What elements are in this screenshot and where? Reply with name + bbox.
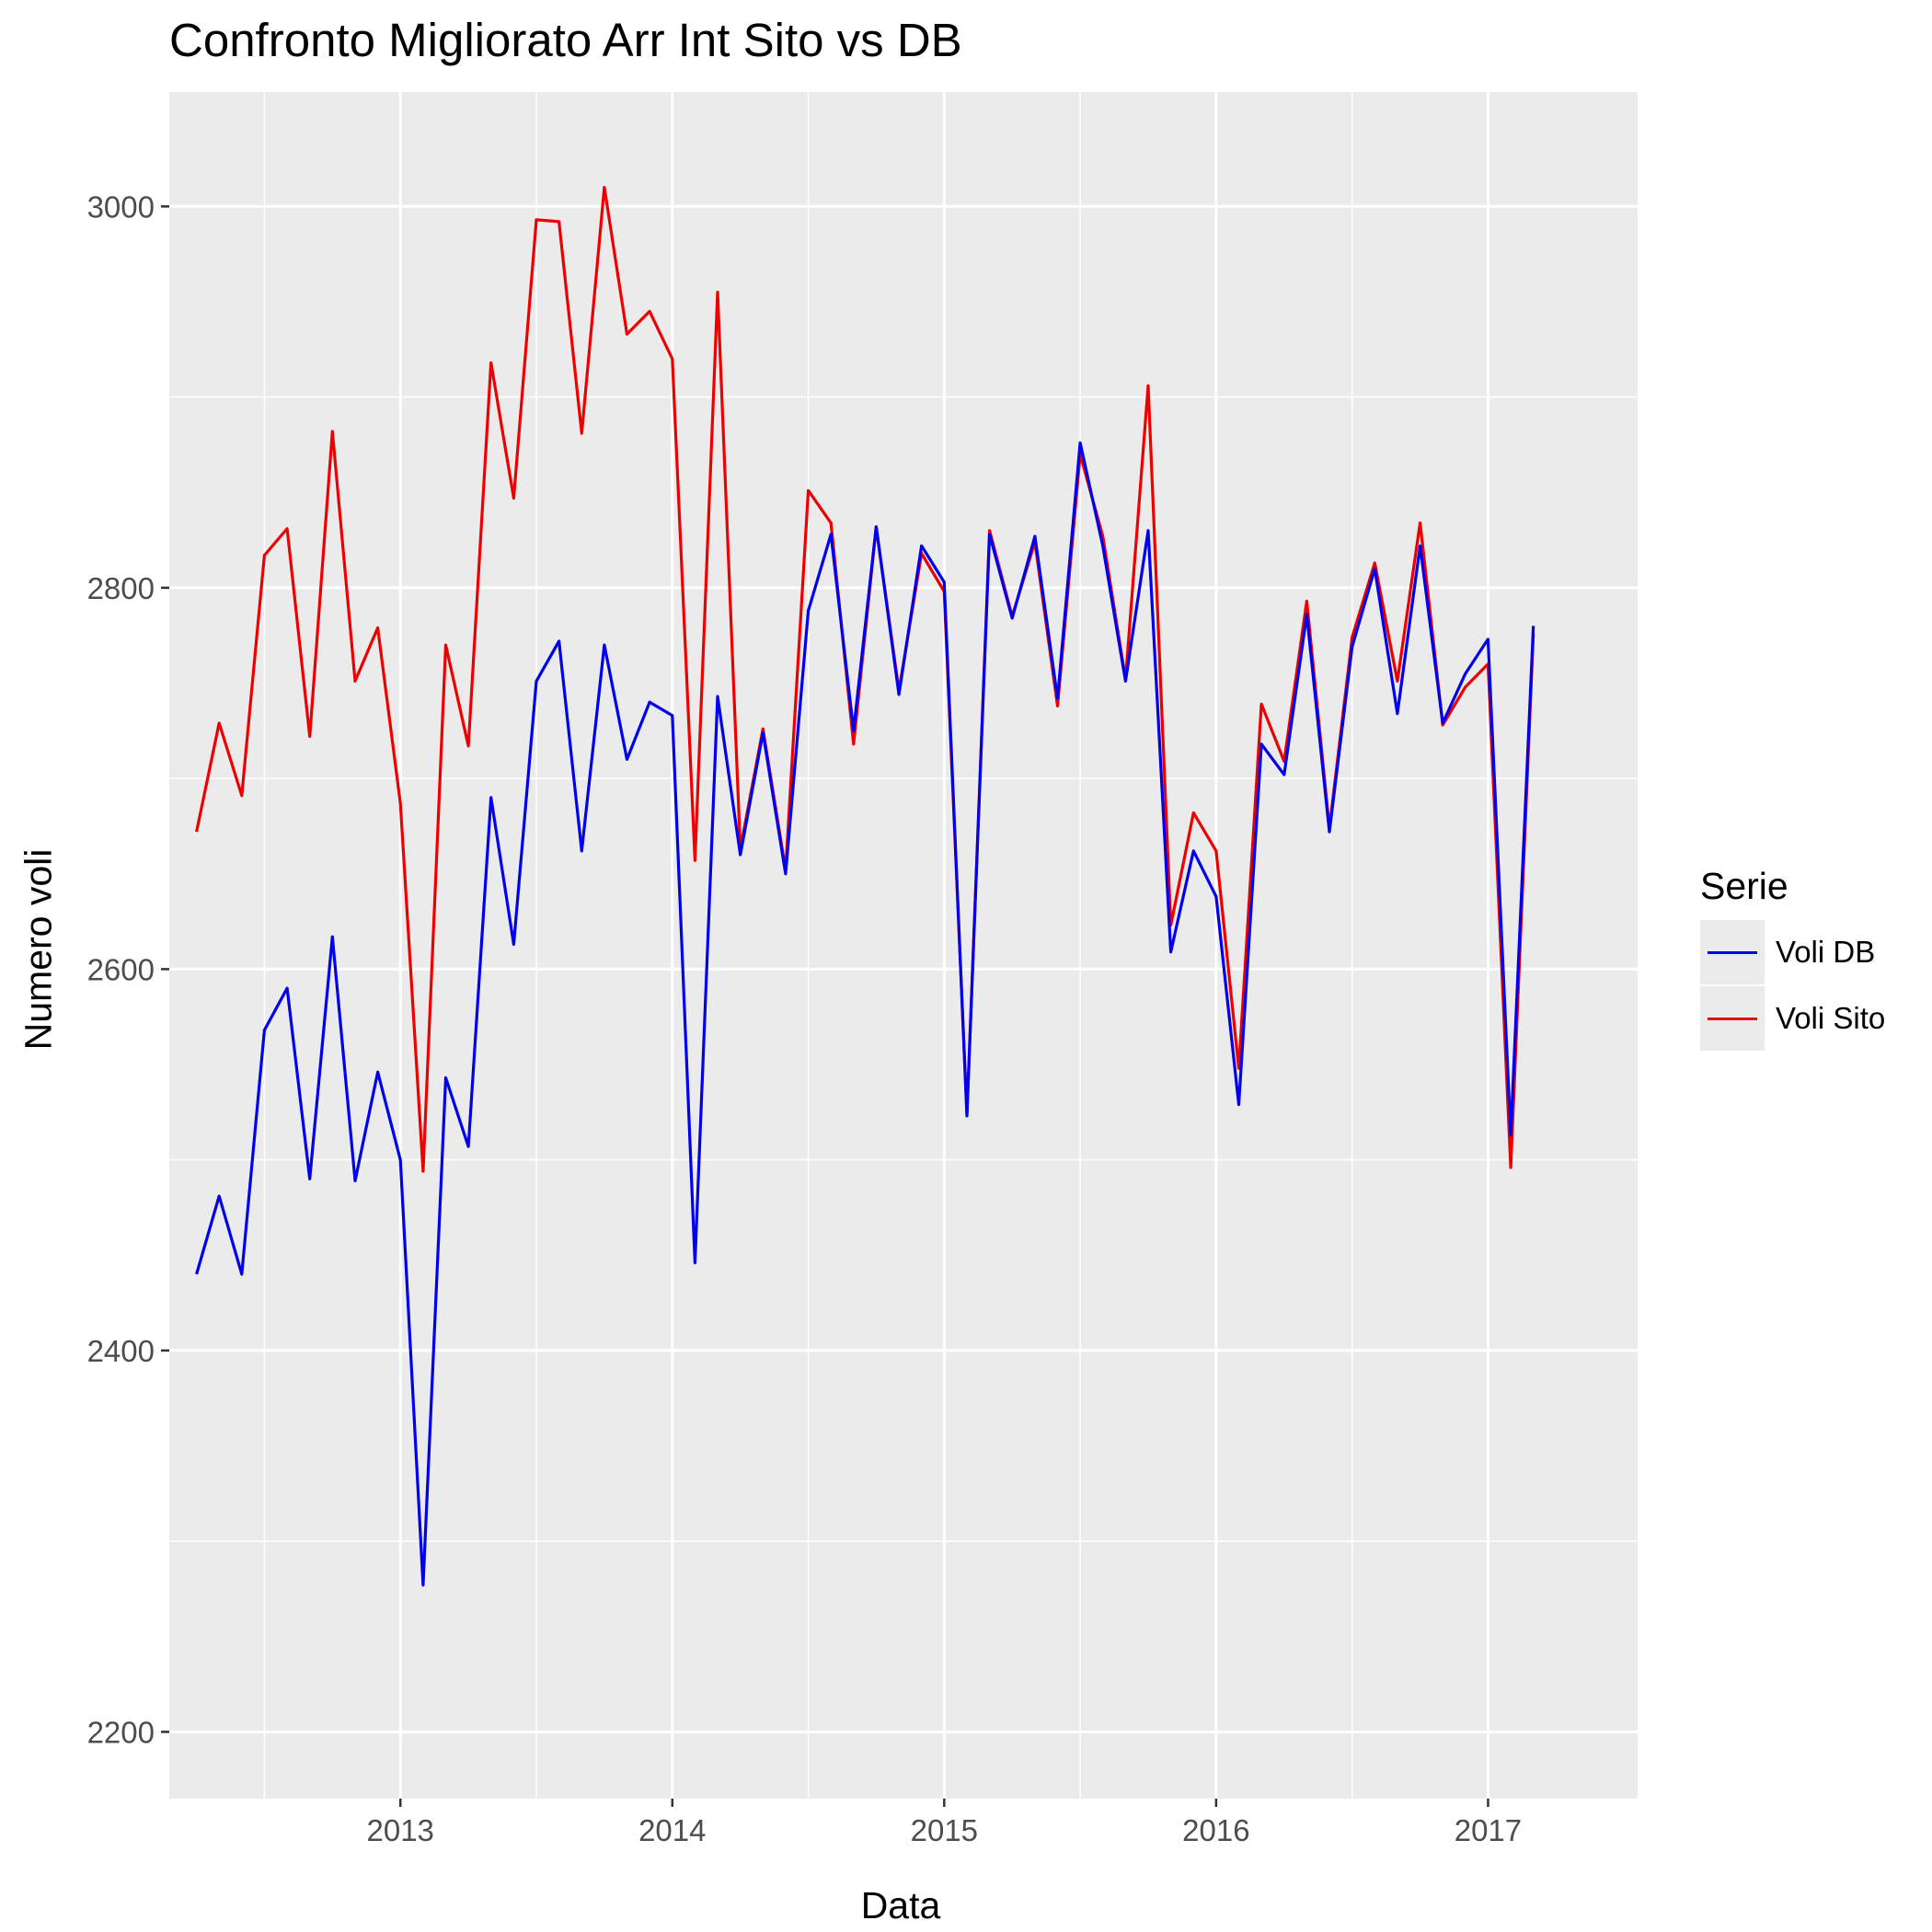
y-tick-label: 2400 bbox=[87, 1334, 155, 1368]
legend-item-voli-db: Voli DB bbox=[1700, 919, 1885, 985]
x-tick-label: 2013 bbox=[367, 1813, 434, 1847]
legend-label-voli-sito: Voli Sito bbox=[1776, 1001, 1886, 1035]
legend-label-voli-db: Voli DB bbox=[1776, 935, 1876, 969]
legend-key-voli-db bbox=[1700, 920, 1765, 984]
x-tick-label: 2014 bbox=[638, 1813, 706, 1847]
axis-ticks bbox=[161, 205, 1489, 1807]
tick-labels: 2200 2400 2600 2800 3000 2013 2014 2015 2016 2017 bbox=[87, 190, 1523, 1847]
chart-title: Confronto Migliorato Arr Int Sito vs DB bbox=[169, 14, 962, 66]
y-tick-label: 2200 bbox=[87, 1715, 155, 1749]
y-tick-label: 2800 bbox=[87, 571, 155, 605]
x-tick-label: 2017 bbox=[1455, 1813, 1522, 1847]
legend-swatch-voli-sito bbox=[1708, 1018, 1757, 1020]
plot-panel bbox=[169, 92, 1638, 1799]
x-tick-label: 2016 bbox=[1182, 1813, 1249, 1847]
series-lines bbox=[195, 186, 1535, 1587]
legend-swatch-voli-db bbox=[1708, 951, 1757, 954]
legend-key-voli-sito bbox=[1700, 986, 1765, 1051]
y-tick-label: 2600 bbox=[87, 952, 155, 986]
legend-item-voli-sito: Voli Sito bbox=[1700, 985, 1885, 1052]
x-tick-label: 2015 bbox=[911, 1813, 978, 1847]
grid-minor bbox=[169, 92, 1638, 1799]
y-tick-label: 3000 bbox=[87, 190, 155, 224]
legend-title: Serie bbox=[1700, 865, 1788, 907]
series-line-voli-db bbox=[195, 441, 1535, 1587]
y-axis-label: Numero voli bbox=[17, 848, 60, 1051]
legend: Serie Voli DB Voli Sito bbox=[1700, 865, 1885, 1052]
x-axis-label: Data bbox=[860, 1884, 941, 1926]
